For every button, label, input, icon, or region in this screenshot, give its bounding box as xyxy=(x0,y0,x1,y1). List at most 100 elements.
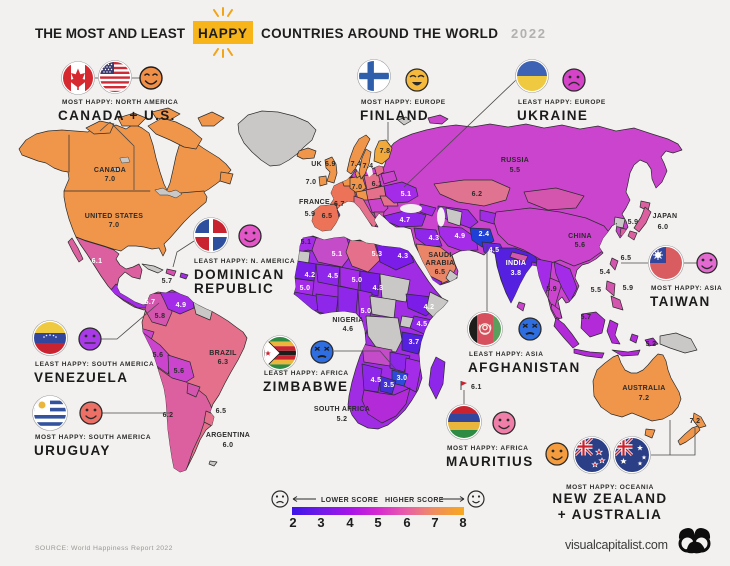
svg-text:DOMINICAN: DOMINICAN xyxy=(194,267,285,282)
svg-text:CANADA: CANADA xyxy=(94,167,126,174)
svg-text:6.1: 6.1 xyxy=(92,258,103,265)
svg-text:MOST HAPPY: AFRICA: MOST HAPPY: AFRICA xyxy=(447,445,529,452)
svg-text:THE MOST AND LEAST: THE MOST AND LEAST xyxy=(35,26,186,41)
svg-text:6.5: 6.5 xyxy=(322,213,333,220)
svg-text:5.1: 5.1 xyxy=(332,251,343,258)
svg-text:LEAST HAPPY: SOUTH AMERICA: LEAST HAPPY: SOUTH AMERICA xyxy=(35,361,154,368)
svg-text:6.2: 6.2 xyxy=(472,191,483,198)
svg-text:FRANCE: FRANCE xyxy=(299,199,330,206)
svg-text:LEAST HAPPY: N. AMERICA: LEAST HAPPY: N. AMERICA xyxy=(194,258,295,265)
svg-text:6.3: 6.3 xyxy=(218,359,229,366)
svg-text:7: 7 xyxy=(431,515,438,530)
svg-text:6.9: 6.9 xyxy=(325,161,336,168)
svg-text:HAPPY: HAPPY xyxy=(198,26,248,41)
svg-text:SOUTH AFRICA: SOUTH AFRICA xyxy=(314,406,370,413)
svg-text:3.5: 3.5 xyxy=(384,382,395,389)
svg-text:JAPAN: JAPAN xyxy=(653,213,678,220)
svg-text:+ AUSTRALIA: + AUSTRALIA xyxy=(558,507,663,522)
svg-text:5.9: 5.9 xyxy=(305,211,316,218)
svg-text:5.2: 5.2 xyxy=(337,416,348,423)
svg-text:5.7: 5.7 xyxy=(162,278,173,285)
svg-text:6.1: 6.1 xyxy=(372,181,383,188)
svg-text:5: 5 xyxy=(374,515,381,530)
svg-text:7.2: 7.2 xyxy=(690,418,701,425)
svg-text:5.4: 5.4 xyxy=(600,269,611,276)
svg-text:7.0: 7.0 xyxy=(109,222,120,229)
svg-text:LEAST HAPPY: ASIA: LEAST HAPPY: ASIA xyxy=(469,351,543,358)
svg-text:3.8: 3.8 xyxy=(511,270,522,277)
svg-text:7.2: 7.2 xyxy=(639,395,650,402)
svg-text:VENEZUELA: VENEZUELA xyxy=(34,370,128,385)
svg-text:MOST HAPPY: OCEANIA: MOST HAPPY: OCEANIA xyxy=(566,484,654,491)
svg-text:CANADA + U.S.: CANADA + U.S. xyxy=(58,108,176,123)
svg-text:7.4: 7.4 xyxy=(363,163,374,170)
svg-text:MOST HAPPY: EUROPE: MOST HAPPY: EUROPE xyxy=(361,99,446,106)
svg-text:7.8: 7.8 xyxy=(380,148,391,155)
svg-text:6.5: 6.5 xyxy=(435,269,446,276)
svg-text:MOST HAPPY: NORTH AMERICA: MOST HAPPY: NORTH AMERICA xyxy=(62,99,178,106)
svg-text:4.9: 4.9 xyxy=(455,233,466,240)
svg-text:6.7: 6.7 xyxy=(334,201,345,208)
svg-text:COUNTRIES AROUND THE WORLD: COUNTRIES AROUND THE WORLD xyxy=(261,26,499,41)
svg-text:FINLAND: FINLAND xyxy=(360,108,429,123)
svg-text:5.7: 5.7 xyxy=(581,314,592,321)
svg-text:5.0: 5.0 xyxy=(300,285,311,292)
svg-text:4.9: 4.9 xyxy=(176,302,187,309)
svg-text:6.2: 6.2 xyxy=(163,412,174,419)
svg-text:LEAST HAPPY: EUROPE: LEAST HAPPY: EUROPE xyxy=(518,99,606,106)
svg-text:LEAST HAPPY: AFRICA: LEAST HAPPY: AFRICA xyxy=(264,370,349,377)
svg-text:5.8: 5.8 xyxy=(155,313,166,320)
svg-text:6.1: 6.1 xyxy=(471,384,482,391)
svg-text:4.3: 4.3 xyxy=(373,285,384,292)
svg-text:ZIMBABWE: ZIMBABWE xyxy=(263,379,348,394)
svg-text:UK: UK xyxy=(311,161,322,168)
svg-text:5.9: 5.9 xyxy=(546,286,557,293)
svg-text:6: 6 xyxy=(403,515,410,530)
svg-text:7.0: 7.0 xyxy=(105,176,116,183)
svg-text:MOST HAPPY: SOUTH AMERICA: MOST HAPPY: SOUTH AMERICA xyxy=(35,434,151,441)
svg-text:5.9: 5.9 xyxy=(628,219,639,226)
svg-text:SOURCE: World Happiness Report: SOURCE: World Happiness Report 2022 xyxy=(35,545,173,552)
svg-text:3: 3 xyxy=(317,515,324,530)
svg-text:UKRAINE: UKRAINE xyxy=(517,108,588,123)
svg-text:5.7: 5.7 xyxy=(145,299,156,306)
svg-text:HIGHER SCORE: HIGHER SCORE xyxy=(385,497,444,504)
svg-text:5.3: 5.3 xyxy=(372,251,383,258)
svg-text:5.6: 5.6 xyxy=(153,352,164,359)
svg-text:7.0: 7.0 xyxy=(306,179,317,186)
svg-text:5.9: 5.9 xyxy=(623,285,634,292)
svg-text:2: 2 xyxy=(289,515,296,530)
svg-text:4.5: 4.5 xyxy=(371,377,382,384)
svg-text:NEW ZEALAND: NEW ZEALAND xyxy=(552,491,667,506)
svg-text:CHINA: CHINA xyxy=(568,233,592,240)
svg-text:TAIWAN: TAIWAN xyxy=(650,294,711,309)
svg-text:5.2: 5.2 xyxy=(646,341,657,348)
svg-text:8: 8 xyxy=(459,515,466,530)
svg-text:4.2: 4.2 xyxy=(305,272,316,279)
svg-text:ARGENTINA: ARGENTINA xyxy=(206,432,250,439)
svg-text:4.3: 4.3 xyxy=(398,253,409,260)
svg-text:URUGUAY: URUGUAY xyxy=(34,443,111,458)
svg-text:4.5: 4.5 xyxy=(417,321,428,328)
svg-text:5.0: 5.0 xyxy=(352,277,363,284)
svg-text:2.4: 2.4 xyxy=(479,231,490,238)
svg-text:6.0: 6.0 xyxy=(658,224,669,231)
svg-text:5.5: 5.5 xyxy=(510,167,521,174)
svg-text:ARABIA: ARABIA xyxy=(425,260,454,267)
svg-text:4: 4 xyxy=(346,515,354,530)
svg-text:7.4: 7.4 xyxy=(351,161,362,168)
svg-text:2022: 2022 xyxy=(511,26,545,41)
svg-text:5.6: 5.6 xyxy=(575,242,586,249)
svg-text:6.5: 6.5 xyxy=(621,255,632,262)
svg-text:5.5: 5.5 xyxy=(591,287,602,294)
svg-text:NIGERIA: NIGERIA xyxy=(332,317,363,324)
svg-text:5.1: 5.1 xyxy=(401,191,412,198)
svg-text:4.6: 4.6 xyxy=(343,326,354,333)
svg-text:4.5: 4.5 xyxy=(489,247,500,254)
svg-text:visualcapitalist.com: visualcapitalist.com xyxy=(565,538,668,552)
svg-text:4.5: 4.5 xyxy=(328,273,339,280)
svg-text:3.7: 3.7 xyxy=(409,339,420,346)
svg-text:RUSSIA: RUSSIA xyxy=(501,157,529,164)
svg-text:REPUBLIC: REPUBLIC xyxy=(194,281,274,296)
svg-text:MAURITIUS: MAURITIUS xyxy=(446,454,534,469)
